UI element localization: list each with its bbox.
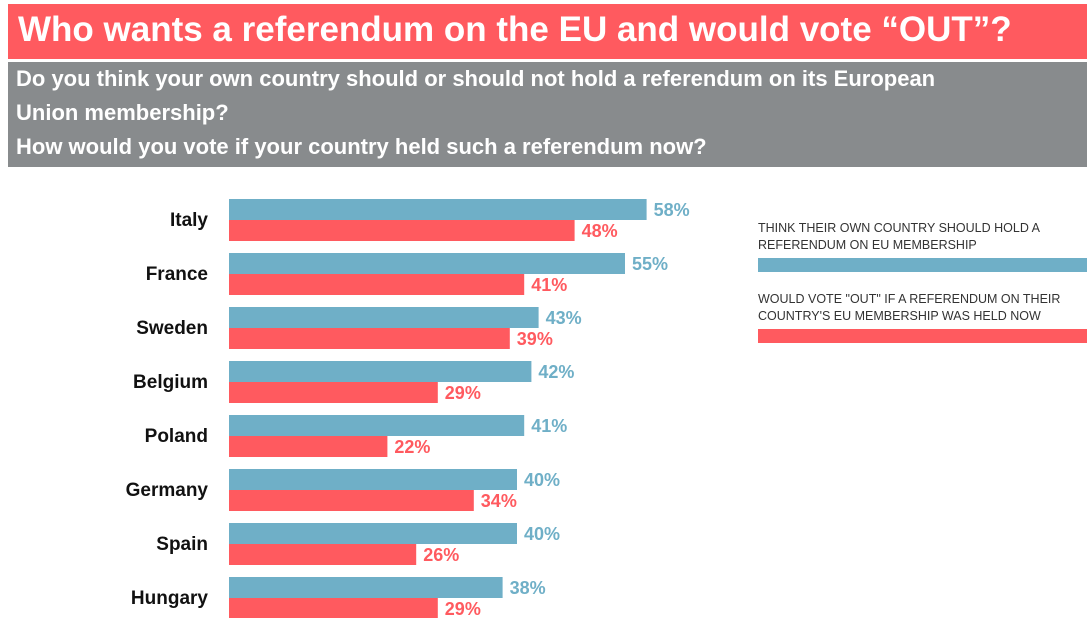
bar-hold-referendum-sweden: [229, 307, 539, 328]
value-label-hold-referendum-germany: 40%: [524, 470, 560, 490]
legend-swatch-vote-out: [758, 329, 1087, 343]
category-label-germany: Germany: [126, 480, 209, 501]
category-label-belgium: Belgium: [133, 372, 208, 393]
value-label-hold-referendum-sweden: 43%: [546, 308, 582, 328]
bar-vote-out-france: [229, 274, 525, 295]
value-label-hold-referendum-belgium: 42%: [538, 362, 574, 382]
subtitle-line-3: How would you vote if your country held …: [16, 134, 707, 159]
value-label-vote-out-italy: 48%: [582, 221, 618, 241]
bar-vote-out-sweden: [229, 328, 510, 349]
bar-vote-out-italy: [229, 220, 575, 241]
bar-hold-referendum-spain: [229, 523, 517, 544]
bar-vote-out-belgium: [229, 382, 438, 403]
value-label-hold-referendum-france: 55%: [632, 254, 668, 274]
chart-title: Who wants a referendum on the EU and wou…: [18, 10, 1012, 49]
value-label-vote-out-france: 41%: [531, 275, 567, 295]
value-label-hold-referendum-hungary: 38%: [510, 578, 546, 598]
bar-vote-out-spain: [229, 544, 417, 565]
category-label-spain: Spain: [156, 534, 208, 555]
bar-vote-out-hungary: [229, 598, 438, 618]
title-bar: Who wants a referendum on the EU and wou…: [8, 4, 1087, 59]
bar-hold-referendum-hungary: [229, 577, 503, 598]
value-label-vote-out-sweden: 39%: [517, 329, 553, 349]
legend-item-hold-referendum: THINK THEIR OWN COUNTRY SHOULD HOLD A RE…: [758, 220, 1087, 272]
category-label-italy: Italy: [170, 210, 208, 231]
bar-hold-referendum-poland: [229, 415, 525, 436]
bar-hold-referendum-italy: [229, 199, 647, 220]
value-label-vote-out-germany: 34%: [481, 491, 517, 511]
category-label-france: France: [146, 264, 208, 285]
bar-hold-referendum-germany: [229, 469, 517, 490]
bar-chart: Italy 58% 48% France 55% 41% Sweden 43%39% Belgi…: [126, 199, 690, 618]
value-label-vote-out-spain: 26%: [423, 545, 459, 565]
legend-item-vote-out: WOULD VOTE "OUT" IF A REFERENDUM ON THEI…: [758, 291, 1087, 343]
value-label-vote-out-belgium: 29%: [445, 383, 481, 403]
legend-swatch-hold-referendum: [758, 258, 1087, 272]
bar-hold-referendum-france: [229, 253, 625, 274]
category-label-hungary: Hungary: [131, 588, 209, 609]
value-label-vote-out-hungary: 29%: [445, 599, 481, 618]
legend-label-hold-referendum: THINK THEIR OWN COUNTRY SHOULD HOLD A RE…: [758, 221, 1040, 252]
subtitle-line-1: Do you think your own country should or …: [16, 66, 936, 91]
bar-vote-out-germany: [229, 490, 474, 511]
value-label-hold-referendum-italy: 58%: [654, 200, 690, 220]
legend-label-vote-out: WOULD VOTE "OUT" IF A REFERENDUM ON THEI…: [758, 292, 1061, 323]
value-label-vote-out-poland: 22%: [394, 437, 430, 457]
value-label-hold-referendum-poland: 41%: [531, 416, 567, 436]
bar-hold-referendum-belgium: [229, 361, 532, 382]
bar-vote-out-poland: [229, 436, 388, 457]
category-label-sweden: Sweden: [136, 318, 208, 339]
subtitle-box: Do you think your own country should or …: [8, 62, 1087, 167]
category-label-poland: Poland: [145, 426, 208, 447]
subtitle-line-2: Union membership?: [16, 100, 229, 125]
value-label-hold-referendum-spain: 40%: [524, 524, 560, 544]
